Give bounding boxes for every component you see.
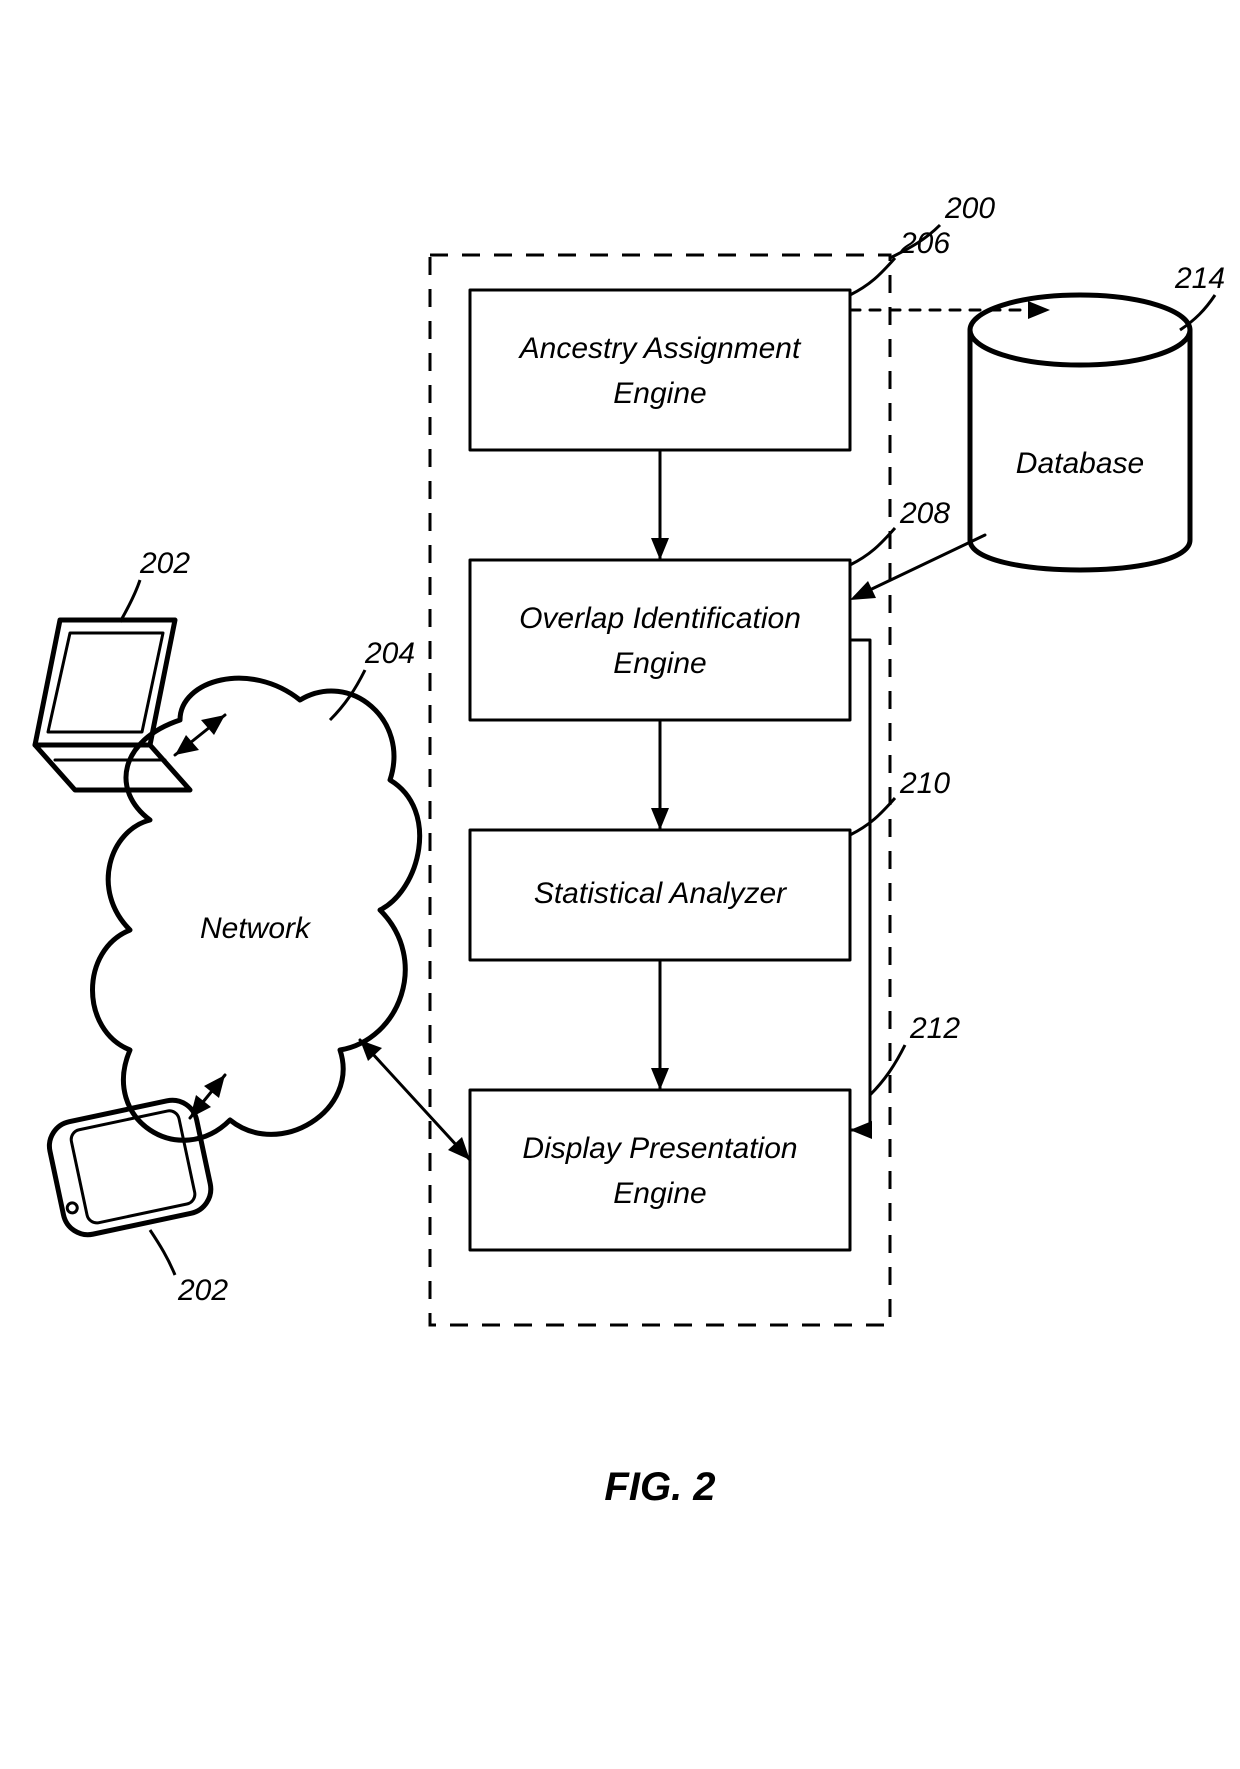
ref-214: 214 (1174, 262, 1225, 295)
diagram-canvas: Ancestry Assignment Engine Overlap Ident… (0, 0, 1240, 1769)
display-box: Display Presentation Engine (470, 1090, 850, 1250)
network-label: Network (200, 912, 312, 945)
arrow-phone-network (190, 1075, 225, 1118)
ref-202-laptop: 202 (139, 547, 190, 580)
arrow-ancestry-to-database-dashed (850, 301, 1050, 319)
ancestry-label-1: Ancestry Assignment (518, 332, 802, 365)
ref-200: 200 (944, 192, 995, 225)
ancestry-label-2: Engine (613, 377, 706, 410)
database-label: Database (1016, 447, 1144, 480)
laptop-icon (35, 620, 190, 790)
arrow-ancestry-to-overlap (651, 450, 669, 560)
ref-202-phone: 202 (177, 1274, 228, 1307)
statistical-label: Statistical Analyzer (534, 877, 787, 910)
arrow-database-to-overlap (850, 535, 985, 600)
statistical-box: Statistical Analyzer (470, 830, 850, 960)
overlap-label-1: Overlap Identification (519, 602, 801, 635)
ref-212: 212 (909, 1012, 960, 1045)
ref-210: 210 (899, 767, 950, 800)
overlap-label-2: Engine (613, 647, 706, 680)
arrow-overlap-to-display-bypass (850, 640, 872, 1139)
overlap-box: Overlap Identification Engine (470, 560, 850, 720)
ref-208: 208 (899, 497, 950, 530)
ancestry-box: Ancestry Assignment Engine (470, 290, 850, 450)
display-label-1: Display Presentation (522, 1132, 797, 1165)
arrow-statistical-to-display (651, 960, 669, 1090)
arrow-network-display (360, 1040, 470, 1160)
figure-label: FIG. 2 (604, 1465, 715, 1509)
database-cylinder: Database (970, 295, 1190, 570)
arrow-overlap-to-statistical (651, 720, 669, 830)
arrow-laptop-network (175, 715, 225, 755)
ref-204: 204 (364, 637, 415, 670)
display-label-2: Engine (613, 1177, 706, 1210)
ref-206: 206 (899, 227, 950, 260)
network-cloud: Network (93, 678, 420, 1140)
